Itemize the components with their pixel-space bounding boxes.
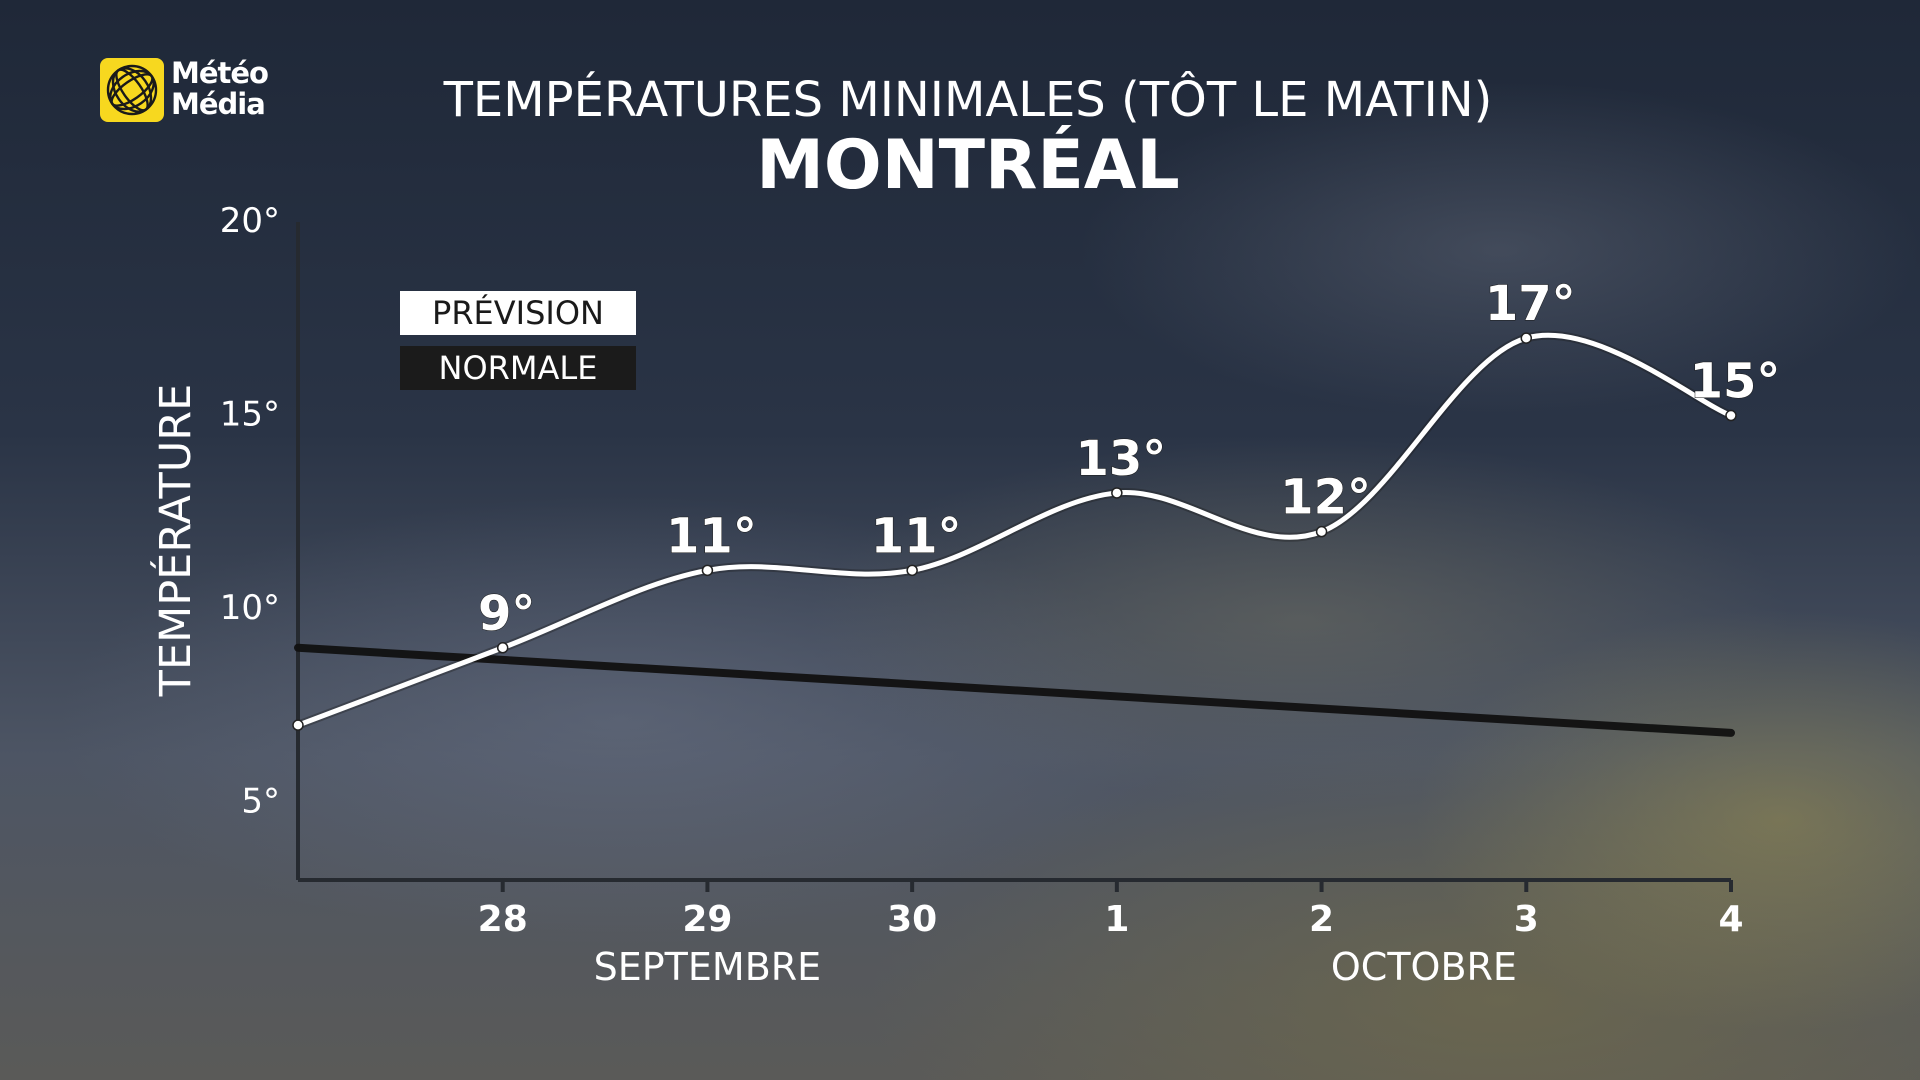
legend-swatch-forecast bbox=[400, 291, 636, 335]
brand-name-line1: Météo bbox=[171, 56, 269, 90]
forecast-data-label: 17° bbox=[1485, 276, 1576, 332]
chart-legend: PRÉVISION NORMALE bbox=[400, 291, 636, 390]
forecast-point bbox=[906, 564, 918, 577]
x-tick-label: 2 bbox=[1309, 899, 1334, 940]
y-tick-label: 15° bbox=[220, 395, 280, 435]
x-group-label: SEPTEMBRE bbox=[594, 945, 822, 989]
x-tick-label: 1 bbox=[1104, 899, 1129, 940]
chart-title: MONTRÉAL bbox=[756, 125, 1180, 205]
x-group-label: OCTOBRE bbox=[1331, 945, 1517, 989]
forecast-point bbox=[1725, 409, 1737, 422]
forecast-point bbox=[1520, 332, 1533, 344]
brand-name-line2: Média bbox=[171, 87, 266, 121]
x-tick-label: 29 bbox=[682, 899, 732, 940]
y-tick-label: 20° bbox=[220, 201, 280, 241]
y-axis-title: TEMPÉRATURE bbox=[150, 384, 201, 698]
brand-logo-text: Météo Média bbox=[171, 56, 269, 121]
forecast-point bbox=[701, 564, 714, 577]
forecast-point bbox=[292, 719, 304, 731]
legend-swatch-normal bbox=[400, 346, 636, 390]
forecast-point bbox=[496, 642, 509, 654]
x-tick-label: 30 bbox=[887, 899, 937, 940]
x-tick-label: 28 bbox=[478, 899, 528, 940]
y-tick-label: 10° bbox=[220, 588, 280, 628]
forecast-data-label: 13° bbox=[1075, 431, 1166, 487]
chart-series: 9° 11° 11° 13° 12° 17° 15° bbox=[292, 276, 1781, 737]
legend-forecast-label: PRÉVISION bbox=[432, 294, 604, 332]
chart-subtitle: TEMPÉRATURES MINIMALES (TÔT LE MATIN) bbox=[443, 71, 1493, 128]
forecast-data-label: 11° bbox=[871, 508, 962, 564]
legend-normal-label: NORMALE bbox=[439, 349, 598, 387]
forecast-data-label: 15° bbox=[1690, 354, 1781, 410]
forecast-point bbox=[1315, 525, 1328, 538]
y-tick-label: 5° bbox=[241, 782, 280, 822]
forecast-point bbox=[1111, 487, 1123, 499]
chart-axes: 5° 10° 15° 20° 28 29 30 1 2 3 4 SEPTEMBRE OCTOBRE bbox=[220, 201, 1744, 989]
forecast-series-line bbox=[297, 332, 1732, 728]
globe-icon bbox=[100, 58, 164, 122]
forecast-data-label: 11° bbox=[666, 508, 757, 564]
normal-series-line bbox=[294, 643, 1735, 737]
forecast-data-label: 12° bbox=[1280, 470, 1371, 526]
x-tick-label: 4 bbox=[1718, 899, 1743, 940]
forecast-data-label: 9° bbox=[478, 586, 535, 642]
x-tick-label: 3 bbox=[1514, 899, 1539, 940]
